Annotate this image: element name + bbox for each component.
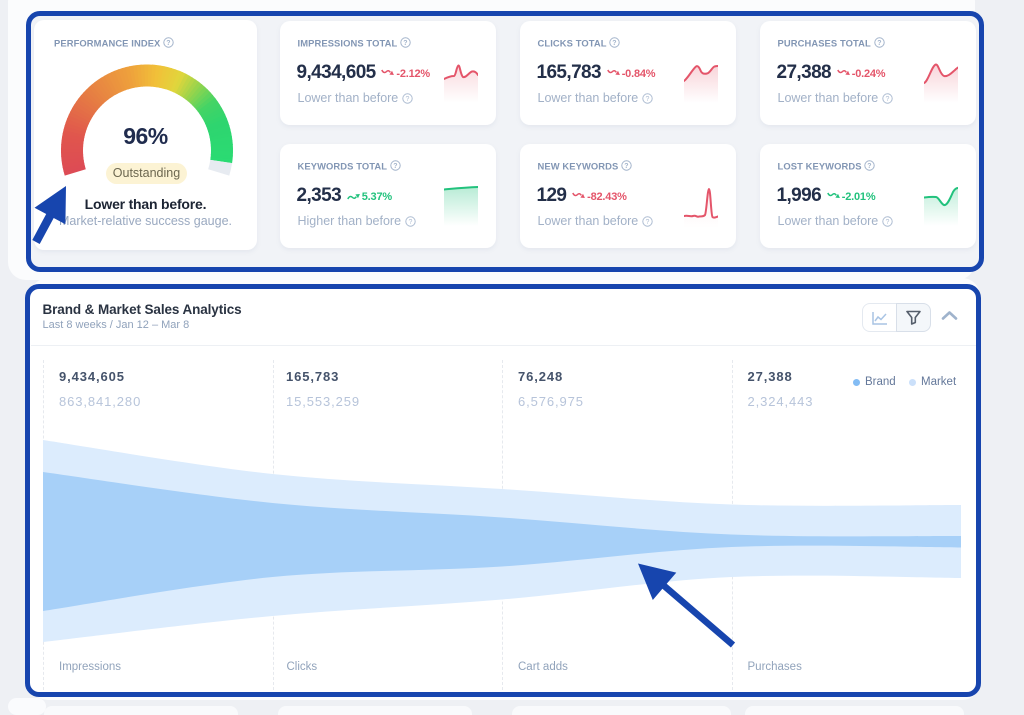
svg-text:?: ? (877, 40, 881, 47)
svg-text:?: ? (885, 219, 889, 226)
svg-text:?: ? (405, 96, 409, 103)
svg-text:?: ? (645, 219, 649, 226)
svg-text:?: ? (645, 96, 649, 103)
svg-text:?: ? (403, 40, 407, 47)
svg-text:?: ? (613, 40, 617, 47)
svg-text:?: ? (885, 96, 889, 103)
svg-text:?: ? (166, 40, 170, 47)
svg-text:?: ? (408, 219, 412, 226)
svg-text:?: ? (393, 163, 397, 170)
svg-text:?: ? (868, 163, 872, 170)
svg-text:?: ? (624, 163, 628, 170)
